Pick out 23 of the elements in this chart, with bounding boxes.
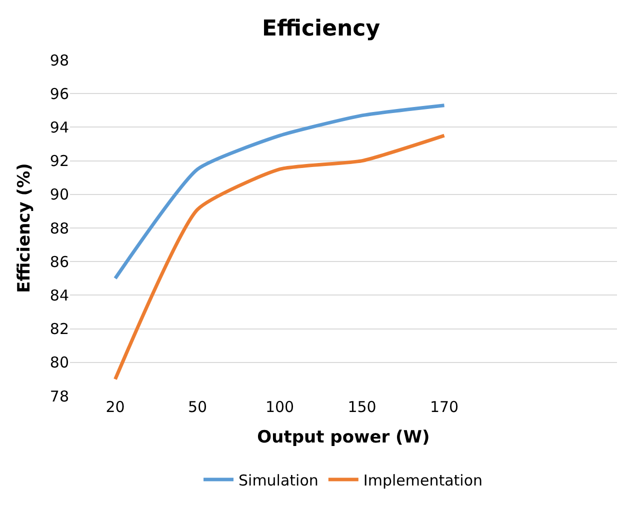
y-tick-label: 94 [50,118,69,136]
chart-title: Efficiency [262,16,380,42]
legend-label: Simulation [238,471,318,490]
y-tick-label: 84 [50,286,69,304]
y-tick-label: 78 [50,387,69,406]
line-series [113,134,446,381]
y-tick-label: 82 [50,320,69,338]
x-axis-title: Output power (W) [257,427,430,448]
y-tick-label: 90 [50,186,69,204]
y-axis-title: Efficiency (%) [14,163,34,293]
y-tick-label: 98 [50,51,69,70]
x-tick-label: 170 [430,398,459,416]
x-tick-label: 20 [106,398,125,416]
y-tick-label: 80 [50,354,69,372]
x-tick-label: 100 [265,398,294,416]
legend-label: Implementation [363,471,483,490]
line-series [113,104,446,280]
y-tick-label: 96 [50,84,69,103]
x-tick-label: 150 [348,398,376,416]
y-tick-label: 86 [50,252,69,271]
x-tick-label: 50 [188,398,208,416]
y-tick-label: 88 [50,219,69,238]
y-tick-label: 92 [50,152,69,170]
